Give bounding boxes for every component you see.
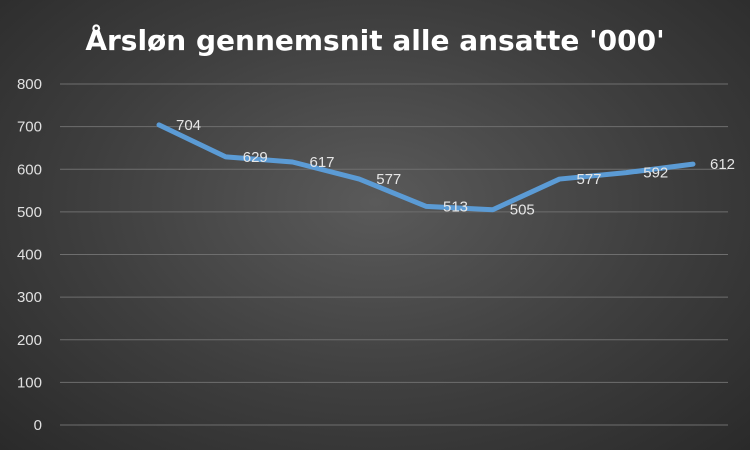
y-tick-label: 700 xyxy=(17,119,42,136)
series xyxy=(156,122,696,213)
data-label: 704 xyxy=(176,117,201,134)
data-label: 592 xyxy=(643,165,668,182)
y-axis-ticks: 0 100 200 300 400 500 600 700 800 xyxy=(17,76,42,434)
series-line xyxy=(156,122,696,213)
y-tick-label: 800 xyxy=(17,76,42,93)
y-tick-label: 200 xyxy=(17,332,42,349)
data-label: 577 xyxy=(376,171,401,188)
y-tick-label: 100 xyxy=(17,374,42,391)
y-tick-label: 600 xyxy=(17,161,42,178)
y-tick-label: 0 xyxy=(34,417,42,434)
gridlines xyxy=(60,83,728,426)
data-label: 612 xyxy=(710,156,735,173)
chart-title: Årsløn gennemsnit alle ansatte '000' xyxy=(85,23,664,57)
data-labels: 704 629 617 577 513 505 577 592 612 xyxy=(176,117,735,219)
data-label: 617 xyxy=(310,154,335,171)
data-label: 505 xyxy=(510,202,535,219)
y-tick-label: 300 xyxy=(17,289,42,306)
data-label: 577 xyxy=(577,171,602,188)
y-tick-label: 500 xyxy=(17,204,42,221)
y-tick-label: 400 xyxy=(17,247,42,264)
data-label: 629 xyxy=(243,149,268,166)
data-label: 513 xyxy=(443,198,468,215)
